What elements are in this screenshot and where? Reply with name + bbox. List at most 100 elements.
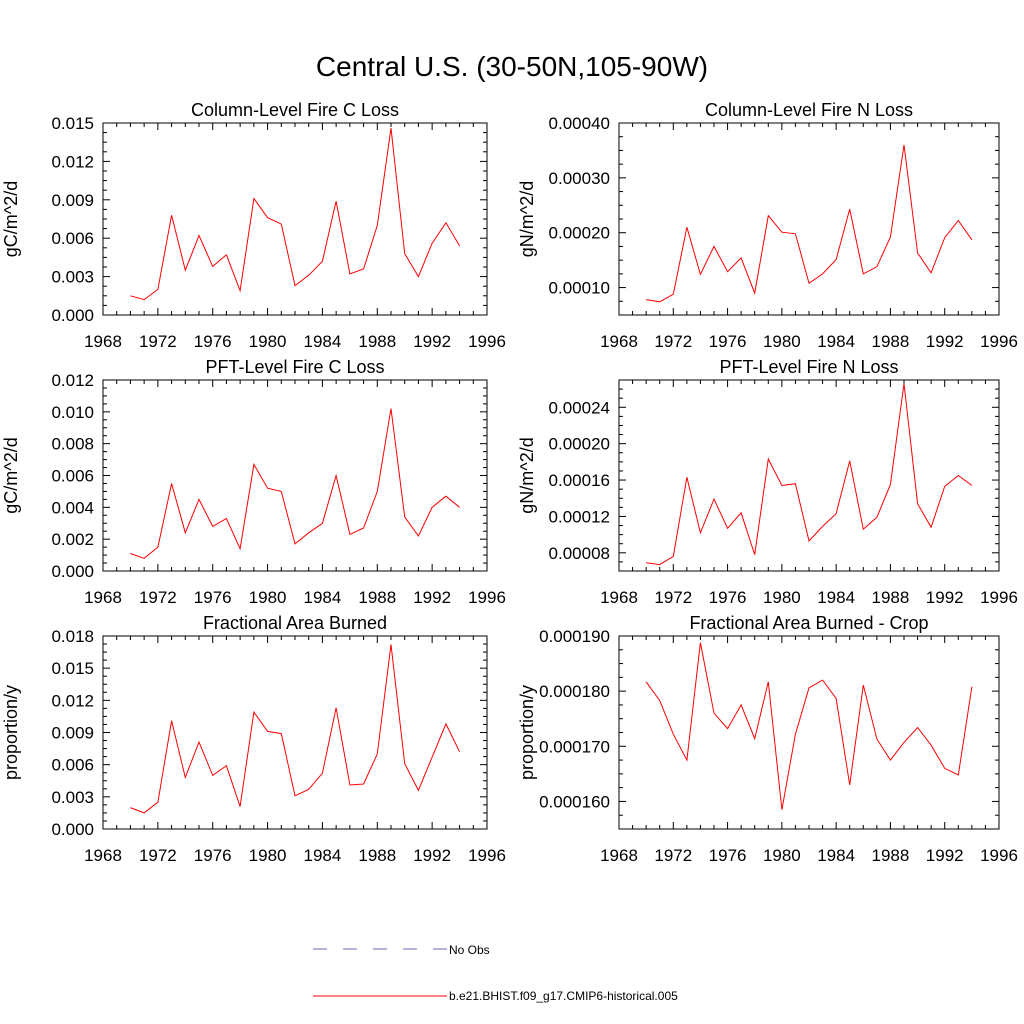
x-tick-label: 1980 bbox=[763, 846, 801, 865]
chart-panel-4: PFT-Level Fire N Loss gN/m^2/d 1968 1972 197… bbox=[517, 357, 1018, 607]
y-tick-label: 0.00020 bbox=[549, 224, 610, 243]
y-tick-label: 0.000 bbox=[51, 820, 94, 839]
x-tick-label: 1972 bbox=[654, 588, 692, 607]
y-tick-label: 0.012 bbox=[51, 152, 94, 171]
x-tick-label: 1988 bbox=[358, 588, 396, 607]
series-line bbox=[130, 408, 460, 559]
y-tick-label: 0.006 bbox=[51, 756, 94, 775]
chart-panel-2: Column-Level Fire N Loss gN/m^2/d 1968 1972… bbox=[517, 100, 1018, 351]
panel-title: Fractional Area Burned - Crop bbox=[689, 613, 928, 633]
x-tick-label: 1996 bbox=[468, 588, 506, 607]
series-line bbox=[646, 144, 973, 303]
y-axis-label: proportion/y bbox=[517, 685, 537, 780]
panel-title: Column-Level Fire C Loss bbox=[191, 100, 399, 120]
x-tick-label: 1976 bbox=[194, 332, 232, 351]
x-tick-label: 1980 bbox=[249, 588, 287, 607]
panels-group: Column-Level Fire C Loss gC/m^2/d 1968 1972… bbox=[1, 100, 1018, 865]
legend-obs-label: No Obs bbox=[449, 943, 490, 957]
x-tick-label: 1996 bbox=[468, 846, 506, 865]
y-axis-label: gC/m^2/d bbox=[1, 181, 21, 257]
y-tick-label: 0.00024 bbox=[549, 398, 610, 417]
y-tick-label: 0.000 bbox=[51, 306, 94, 325]
x-tick-label: 1976 bbox=[709, 846, 747, 865]
y-tick-label: 0.015 bbox=[51, 114, 94, 133]
y-tick-label: 0.004 bbox=[51, 498, 94, 517]
y-tick-label: 0.000170 bbox=[539, 737, 610, 756]
y-tick-label: 0.012 bbox=[51, 691, 94, 710]
chart-panel-6: Fractional Area Burned - Crop proportion/… bbox=[517, 613, 1018, 865]
y-axis-label: gC/m^2/d bbox=[1, 437, 21, 513]
x-tick-label: 1980 bbox=[249, 332, 287, 351]
x-tick-label: 1984 bbox=[817, 332, 855, 351]
x-tick-label: 1988 bbox=[358, 332, 396, 351]
series-line bbox=[130, 644, 461, 814]
y-tick-label: 0.000 bbox=[51, 562, 94, 581]
x-tick-label: 1976 bbox=[709, 332, 747, 351]
x-tick-label: 1984 bbox=[304, 332, 342, 351]
x-tick-label: 1984 bbox=[817, 846, 855, 865]
y-tick-label: 0.00016 bbox=[549, 471, 610, 490]
x-tick-label: 1976 bbox=[709, 588, 747, 607]
legend: No Obs b.e21.BHIST.f09_g17.CMIP6-histori… bbox=[313, 943, 678, 1003]
y-tick-label: 0.00030 bbox=[549, 169, 610, 188]
chart-panel-1: Column-Level Fire C Loss gC/m^2/d 1968 1972… bbox=[1, 100, 506, 351]
y-tick-label: 0.000180 bbox=[539, 682, 610, 701]
x-tick-label: 1968 bbox=[84, 332, 122, 351]
y-axis-label: gN/m^2/d bbox=[517, 437, 537, 513]
panel-title: Fractional Area Burned bbox=[203, 613, 387, 633]
x-tick-label: 1992 bbox=[926, 332, 964, 351]
x-tick-label: 1988 bbox=[872, 332, 910, 351]
chart-panel-5: Fractional Area Burned proportion/y 1968 19… bbox=[1, 613, 506, 865]
y-tick-label: 0.00012 bbox=[549, 507, 610, 526]
plot-frame bbox=[102, 635, 488, 830]
y-tick-label: 0.003 bbox=[51, 788, 94, 807]
x-tick-label: 1968 bbox=[600, 846, 638, 865]
y-tick-label: 0.009 bbox=[51, 724, 94, 743]
x-tick-label: 1996 bbox=[980, 588, 1018, 607]
y-tick-label: 0.00010 bbox=[549, 279, 610, 298]
x-tick-label: 1984 bbox=[304, 588, 342, 607]
chart-panel-3: PFT-Level Fire C Loss gC/m^2/d 1968 1972 197… bbox=[1, 357, 506, 607]
x-tick-label: 1980 bbox=[763, 588, 801, 607]
y-tick-label: 0.003 bbox=[51, 268, 94, 287]
y-tick-label: 0.015 bbox=[51, 659, 94, 678]
y-tick-label: 0.010 bbox=[51, 403, 94, 422]
x-tick-label: 1988 bbox=[358, 846, 396, 865]
x-tick-label: 1992 bbox=[413, 588, 451, 607]
legend-model-label: b.e21.BHIST.f09_g17.CMIP6-historical.005 bbox=[449, 989, 678, 1003]
x-tick-label: 1968 bbox=[84, 846, 122, 865]
panel-title: PFT-Level Fire C Loss bbox=[205, 357, 384, 377]
x-tick-label: 1976 bbox=[194, 588, 232, 607]
y-tick-label: 0.012 bbox=[51, 371, 94, 390]
y-tick-label: 0.000160 bbox=[539, 792, 610, 811]
x-tick-label: 1968 bbox=[600, 332, 638, 351]
y-axis-label: gN/m^2/d bbox=[517, 181, 537, 257]
x-tick-label: 1988 bbox=[872, 846, 910, 865]
x-tick-label: 1972 bbox=[139, 846, 177, 865]
x-tick-label: 1972 bbox=[654, 846, 692, 865]
x-tick-label: 1992 bbox=[413, 846, 451, 865]
plot-frame bbox=[618, 122, 1000, 316]
x-tick-label: 1996 bbox=[468, 332, 506, 351]
x-tick-label: 1984 bbox=[817, 588, 855, 607]
x-tick-label: 1992 bbox=[926, 588, 964, 607]
series-line bbox=[645, 642, 973, 810]
x-tick-label: 1988 bbox=[872, 588, 910, 607]
panel-title: Column-Level Fire N Loss bbox=[705, 100, 913, 120]
y-tick-label: 0.018 bbox=[51, 627, 94, 646]
y-axis-label: proportion/y bbox=[1, 685, 21, 780]
figure-title: Central U.S. (30-50N,105-90W) bbox=[316, 51, 708, 82]
y-tick-label: 0.006 bbox=[51, 229, 94, 248]
x-tick-label: 1976 bbox=[194, 846, 232, 865]
x-tick-label: 1972 bbox=[654, 332, 692, 351]
y-tick-label: 0.000190 bbox=[539, 627, 610, 646]
series-line bbox=[130, 128, 461, 301]
x-tick-label: 1992 bbox=[926, 846, 964, 865]
y-tick-label: 0.008 bbox=[51, 435, 94, 454]
y-tick-label: 0.002 bbox=[51, 530, 94, 549]
x-tick-label: 1972 bbox=[139, 588, 177, 607]
x-tick-label: 1996 bbox=[980, 846, 1018, 865]
y-tick-label: 0.00020 bbox=[549, 435, 610, 454]
y-tick-label: 0.00008 bbox=[549, 544, 610, 563]
